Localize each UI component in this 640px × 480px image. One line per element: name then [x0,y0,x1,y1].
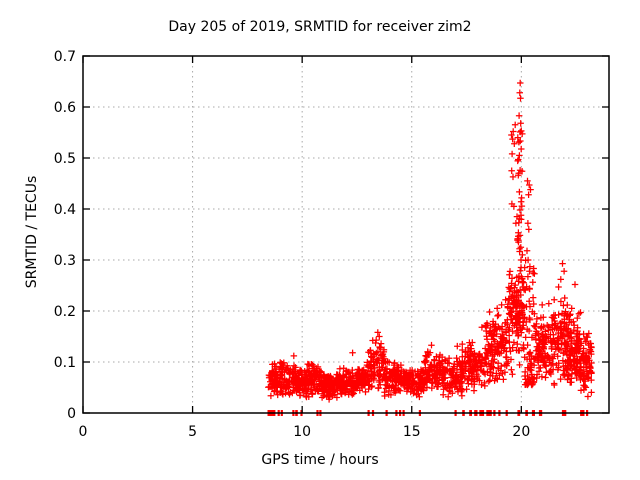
tick-labels: 0 5 10 15 20 0 0.1 0.2 0.3 0.4 0.5 0.6 0.7 [54,49,531,440]
x-axis-label: GPS time / hours [261,452,379,468]
y-tick-label: 0.3 [54,253,76,269]
x-tick-label: 0 [79,424,88,440]
y-tick-label: 0.7 [54,49,76,65]
x-tick-label: 20 [512,424,530,440]
axis-ticks [82,55,609,414]
y-tick-label: 0.2 [54,304,76,320]
scatter-points [265,79,595,403]
plot-border [82,55,610,414]
y-tick-label: 0.1 [54,355,76,371]
chart-title: Day 205 of 2019, SRMTID for receiver zim… [168,19,472,35]
x-tick-label: 10 [293,424,311,440]
y-tick-label: 0 [67,406,76,422]
y-tick-label: 0.5 [54,151,76,167]
y-tick-label: 0.4 [54,202,76,218]
x-tick-label: 15 [403,424,421,440]
x-tick-label: 5 [188,424,197,440]
y-tick-label: 0.6 [54,100,76,116]
